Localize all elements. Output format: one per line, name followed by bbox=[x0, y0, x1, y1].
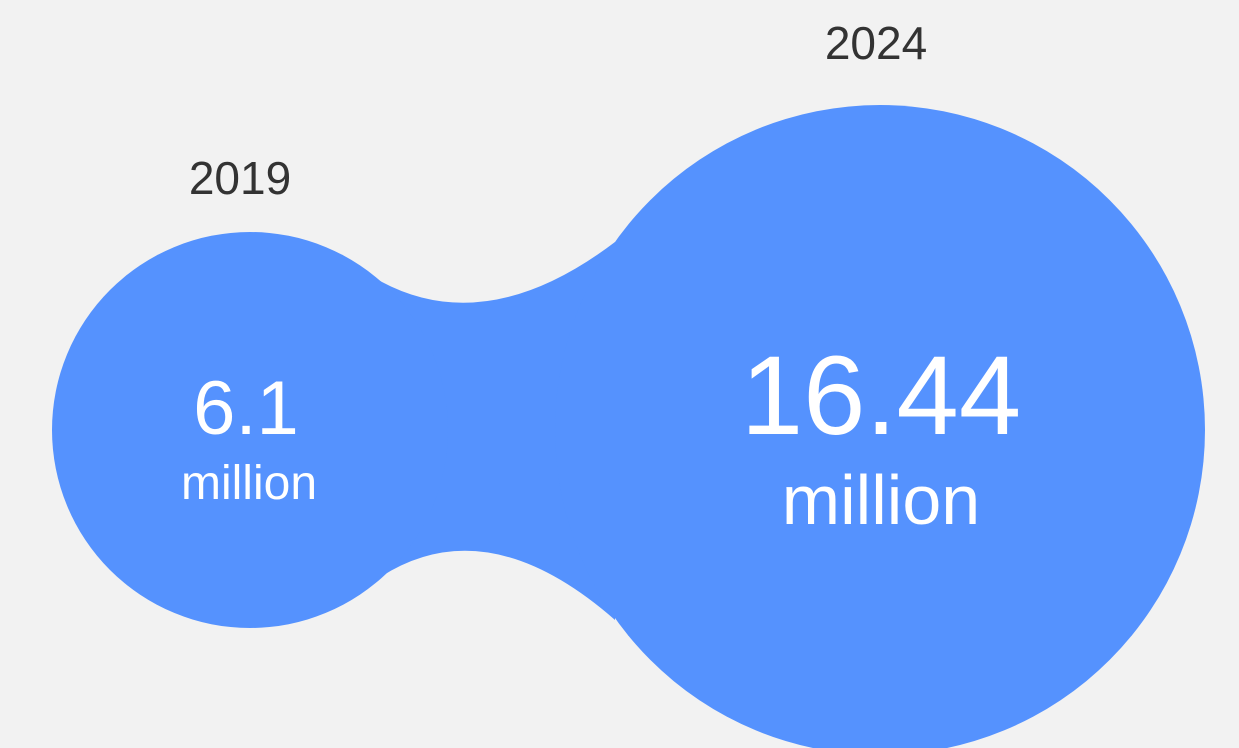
bubble-2019 bbox=[52, 232, 448, 628]
bubble-2024 bbox=[555, 105, 1205, 748]
bubble-shape-group bbox=[52, 105, 1205, 748]
bubble-connector bbox=[365, 242, 615, 620]
category-label-2024: 2024 bbox=[825, 17, 927, 69]
category-label-2019: 2019 bbox=[189, 152, 291, 204]
unit-label-2024: million bbox=[782, 461, 980, 539]
value-label-2024: 16.44 bbox=[741, 333, 1021, 458]
unit-label-2019: million bbox=[181, 457, 317, 510]
value-label-2019: 6.1 bbox=[193, 366, 299, 451]
